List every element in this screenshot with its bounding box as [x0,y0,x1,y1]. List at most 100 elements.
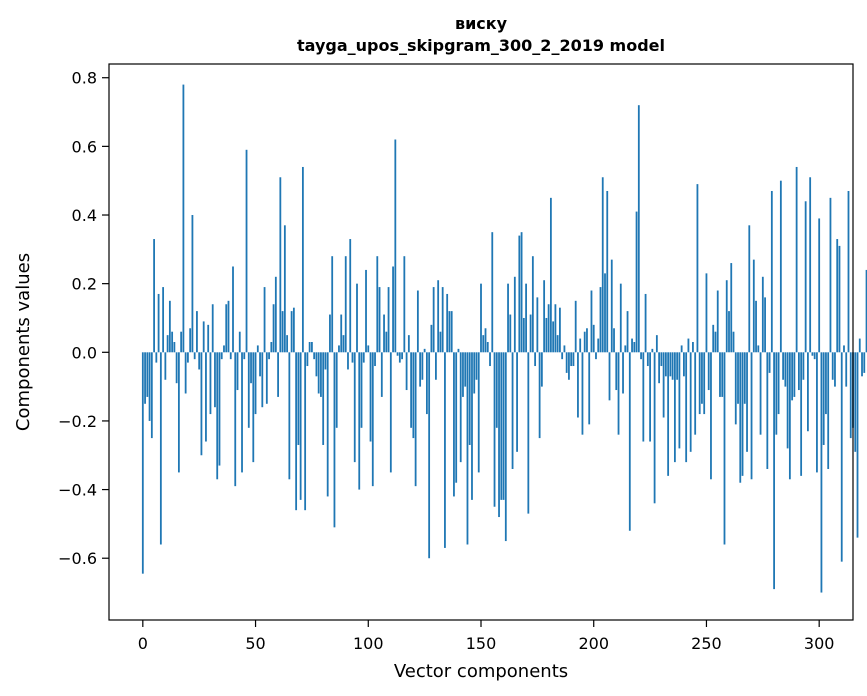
bar [243,352,246,360]
bar [529,314,532,353]
bar [254,352,257,415]
bar [446,293,449,353]
bar [667,352,670,476]
bar [277,352,279,397]
bar [453,352,455,497]
bar [847,190,850,353]
bar [669,352,672,377]
bar [272,304,275,353]
bar [601,177,604,353]
bar [369,352,372,442]
bar [840,352,843,562]
bar [527,352,530,514]
bar [157,293,160,353]
bar [150,352,153,439]
bar [687,338,690,353]
bar [468,352,471,445]
bar [268,352,270,360]
bar [845,352,848,387]
bar [428,352,431,559]
bar [238,331,241,353]
bar [498,352,500,518]
bar [734,352,737,425]
y-tick-label: −0.2 [58,412,97,431]
bar [642,352,645,442]
y-axis-label: Components values [13,253,34,431]
bar [565,352,568,373]
bar [477,352,480,473]
bar [640,352,642,360]
x-tick-label: 50 [245,634,265,653]
bar [180,331,183,353]
bar [274,276,277,353]
bar [256,345,259,353]
bar [764,297,766,353]
bar [782,352,785,380]
bar [807,352,809,432]
bar [516,352,518,452]
bar [223,345,225,353]
bar [777,352,780,415]
bar [692,342,694,353]
bar [800,352,803,476]
bar [604,273,606,353]
bar [245,149,248,353]
bar [779,180,782,353]
x-tick-label: 250 [691,634,722,653]
bar [198,352,201,370]
bar [786,352,789,449]
bar [849,352,852,439]
bar [234,352,237,487]
bar [795,166,798,353]
bar [389,352,392,473]
bar [606,190,609,353]
bar [401,352,403,360]
bar [531,256,534,353]
bar [342,335,345,353]
bar [725,280,728,353]
bar [622,352,624,394]
bar [250,352,252,384]
bar [500,352,503,500]
bar [153,239,155,353]
bar [214,352,216,408]
bar [324,352,327,370]
bar [207,324,210,353]
bar [387,287,390,353]
bar [671,352,674,380]
bar [628,352,631,531]
bar [473,352,476,394]
bar [673,352,676,463]
bar [843,345,845,353]
bar [502,352,505,500]
bar [216,352,219,480]
bar [577,352,579,418]
bar [721,352,724,397]
bar [658,352,661,384]
bar [822,352,825,445]
bar [766,352,769,469]
bar [572,352,575,367]
bar [437,280,440,353]
bar-series [141,84,867,593]
chart-title: виску [455,14,508,33]
bar [383,314,385,353]
bar [232,266,234,353]
bar [187,352,189,363]
bar [827,352,830,469]
bar [770,190,773,353]
bar [773,352,775,590]
bar [362,352,365,363]
bar [220,352,223,360]
bar [804,201,807,353]
bar [608,352,611,401]
bar [635,211,638,353]
bar [189,328,192,353]
bar [637,105,640,353]
bar [403,256,406,353]
bar [288,352,291,480]
bar [182,84,185,353]
bar [484,328,487,353]
bar [570,352,573,367]
bar [757,345,760,353]
